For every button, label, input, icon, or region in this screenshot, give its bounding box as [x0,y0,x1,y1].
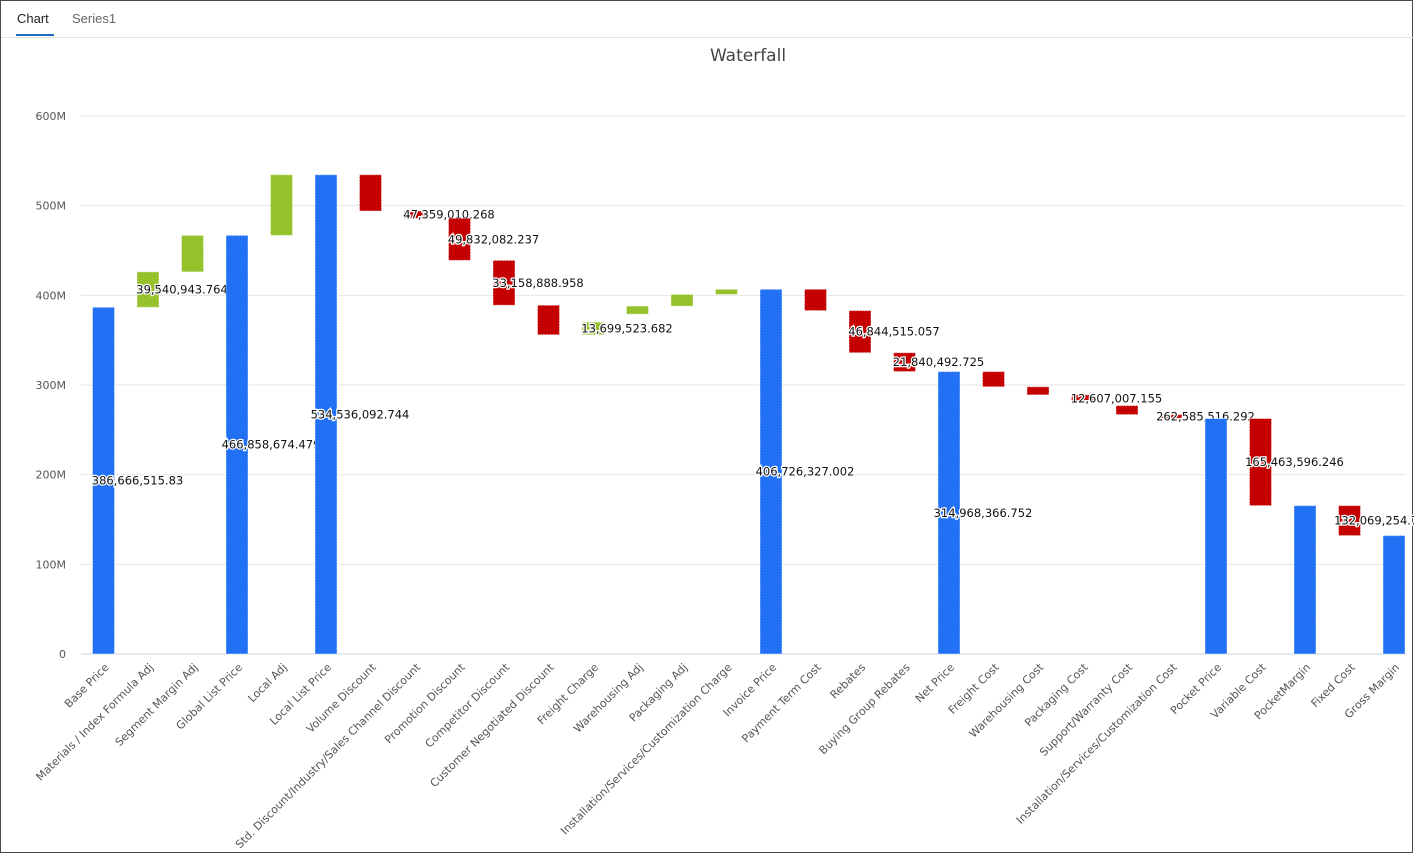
bar [670,293,694,307]
data-label: 466,858,674.479 [222,438,321,452]
bar [1115,405,1139,416]
x-tick-label: Competitor Discount [423,660,513,750]
bar [270,174,293,236]
data-label: 47,359,010.268 [403,208,494,222]
x-tick-label: Installation/Services/Customization Cost [1014,660,1180,826]
data-label: 132,069,254.763 [1334,514,1414,528]
x-tick-label: Installation/Services/Customization Char… [558,661,735,838]
data-label: 33,158,888.958 [492,276,583,290]
bar [715,288,738,295]
bar [314,174,338,655]
bar [1071,394,1094,403]
x-tick-label: Local Adj [246,661,290,705]
active-tab-indicator [16,34,54,36]
data-label: 534,536,092.744 [311,407,410,421]
bar [1293,505,1317,655]
bar [1338,505,1361,537]
bar [937,371,961,655]
bar [1382,535,1406,655]
tab-series1[interactable]: Series1 [72,11,117,26]
bar [359,174,382,212]
bar [982,371,1005,388]
x-tick-label: Promotion Discount [382,660,468,746]
y-tick-label: 100M [36,558,67,571]
y-tick-label: 600M [36,110,67,123]
data-label: 49,832,082.237 [448,232,539,246]
bar [1026,386,1050,396]
bar [804,288,827,312]
x-tick-label: Buying Group Rebates [816,661,912,757]
y-tick-label: 0 [59,648,66,661]
bar [92,306,115,655]
bar [492,259,516,306]
bar [136,271,160,308]
bar [1249,418,1272,507]
data-label: 406,726,327.002 [756,465,855,479]
x-tick-label: Segment Margin Adj [113,661,201,749]
bar [626,305,649,315]
data-label: 39,540,943.764 [136,283,227,297]
data-label: 12,607,007.155 [1071,391,1162,405]
data-label: 314,968,366.752 [934,506,1033,520]
tab-chart[interactable]: Chart [17,11,49,26]
y-tick-label: 400M [36,289,67,302]
bar [448,217,471,261]
bar [848,310,872,354]
bar [581,321,605,336]
bar [403,210,427,219]
chart-title: Waterfall [710,46,786,66]
y-tick-label: 500M [36,200,67,213]
data-label: 386,666,515.83 [92,474,183,488]
x-tick-label: Rebates [827,661,868,702]
data-label: 262,585,516.292 [1156,410,1255,424]
bar [1204,418,1228,655]
tab-bar: Chart Series1 [1,1,1414,38]
x-tick-label: Warehousing Cost [967,660,1047,740]
x-tick-label: Payment Term Cost [739,660,824,745]
bar [1160,414,1183,420]
bar [537,304,560,336]
data-label: 165,463,596.246 [1245,455,1344,469]
bar [893,352,916,373]
data-label: 46,844,515.057 [848,325,939,339]
bar [759,288,783,655]
y-tick-label: 300M [36,379,67,392]
data-label: 21,840,492.725 [893,355,984,369]
bar [181,234,204,273]
y-tick-label: 200M [36,469,67,482]
x-tick-label: Net Price [913,661,957,705]
data-label: 13,699,523.682 [581,322,672,336]
bar [225,234,249,655]
